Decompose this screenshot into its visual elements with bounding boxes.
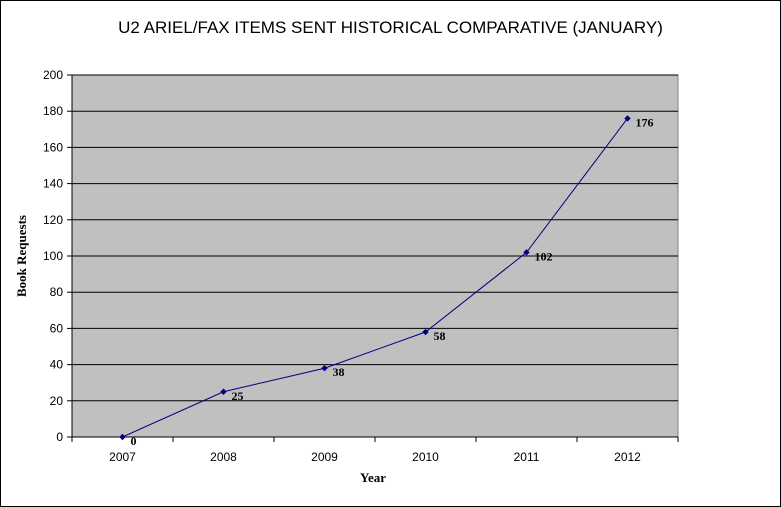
y-tick-label: 120 — [43, 213, 63, 227]
x-tick-label: 2007 — [109, 450, 136, 464]
data-label-2008: 25 — [232, 389, 244, 403]
y-tick-label: 80 — [50, 285, 64, 299]
data-point-2009 — [321, 365, 328, 372]
y-tick-label: 100 — [43, 249, 63, 263]
data-point-2007 — [119, 433, 126, 441]
data-label-2010: 58 — [434, 329, 446, 343]
x-tick-label: 2010 — [412, 450, 439, 464]
y-tick-label: 180 — [43, 104, 63, 118]
data-point-2010 — [422, 328, 429, 336]
data-point-2011 — [523, 249, 530, 256]
data-label-2012: 176 — [636, 115, 654, 129]
data-label-2007: 0 — [131, 434, 137, 448]
x-tick-label: 2012 — [614, 450, 641, 464]
x-axis-ticks: 2007 2008 2009 2010 2011 2012 — [71, 437, 679, 464]
data-label-2009: 38 — [333, 365, 345, 379]
y-tick-label: 0 — [56, 430, 63, 444]
series-group — [119, 115, 631, 441]
data-label-2011: 102 — [535, 249, 553, 263]
y-axis-title: Book Requests — [14, 215, 29, 297]
gridlines — [72, 74, 678, 402]
y-tick-label: 200 — [43, 68, 63, 82]
x-tick-label: 2009 — [311, 450, 338, 464]
y-tick-label: 160 — [43, 140, 63, 154]
x-axis-title: Year — [360, 470, 386, 485]
y-tick-label: 20 — [50, 394, 64, 408]
data-point-2008 — [220, 388, 227, 395]
x-tick-label: 2011 — [514, 450, 540, 464]
data-labels: 0 25 38 58 102 176 — [131, 115, 654, 448]
y-axis-ticks: 0 20 40 60 80 100 120 140 160 180 200 — [43, 68, 72, 444]
chart-title: U2 ARIEL/FAX ITEMS SENT HISTORICAL COMPA… — [118, 18, 663, 37]
y-tick-label: 60 — [50, 321, 64, 335]
series-line — [122, 118, 628, 438]
x-tick-label: 2008 — [210, 450, 237, 464]
y-tick-label: 140 — [43, 177, 63, 191]
y-tick-label: 40 — [50, 358, 64, 372]
data-point-2012 — [624, 115, 631, 122]
